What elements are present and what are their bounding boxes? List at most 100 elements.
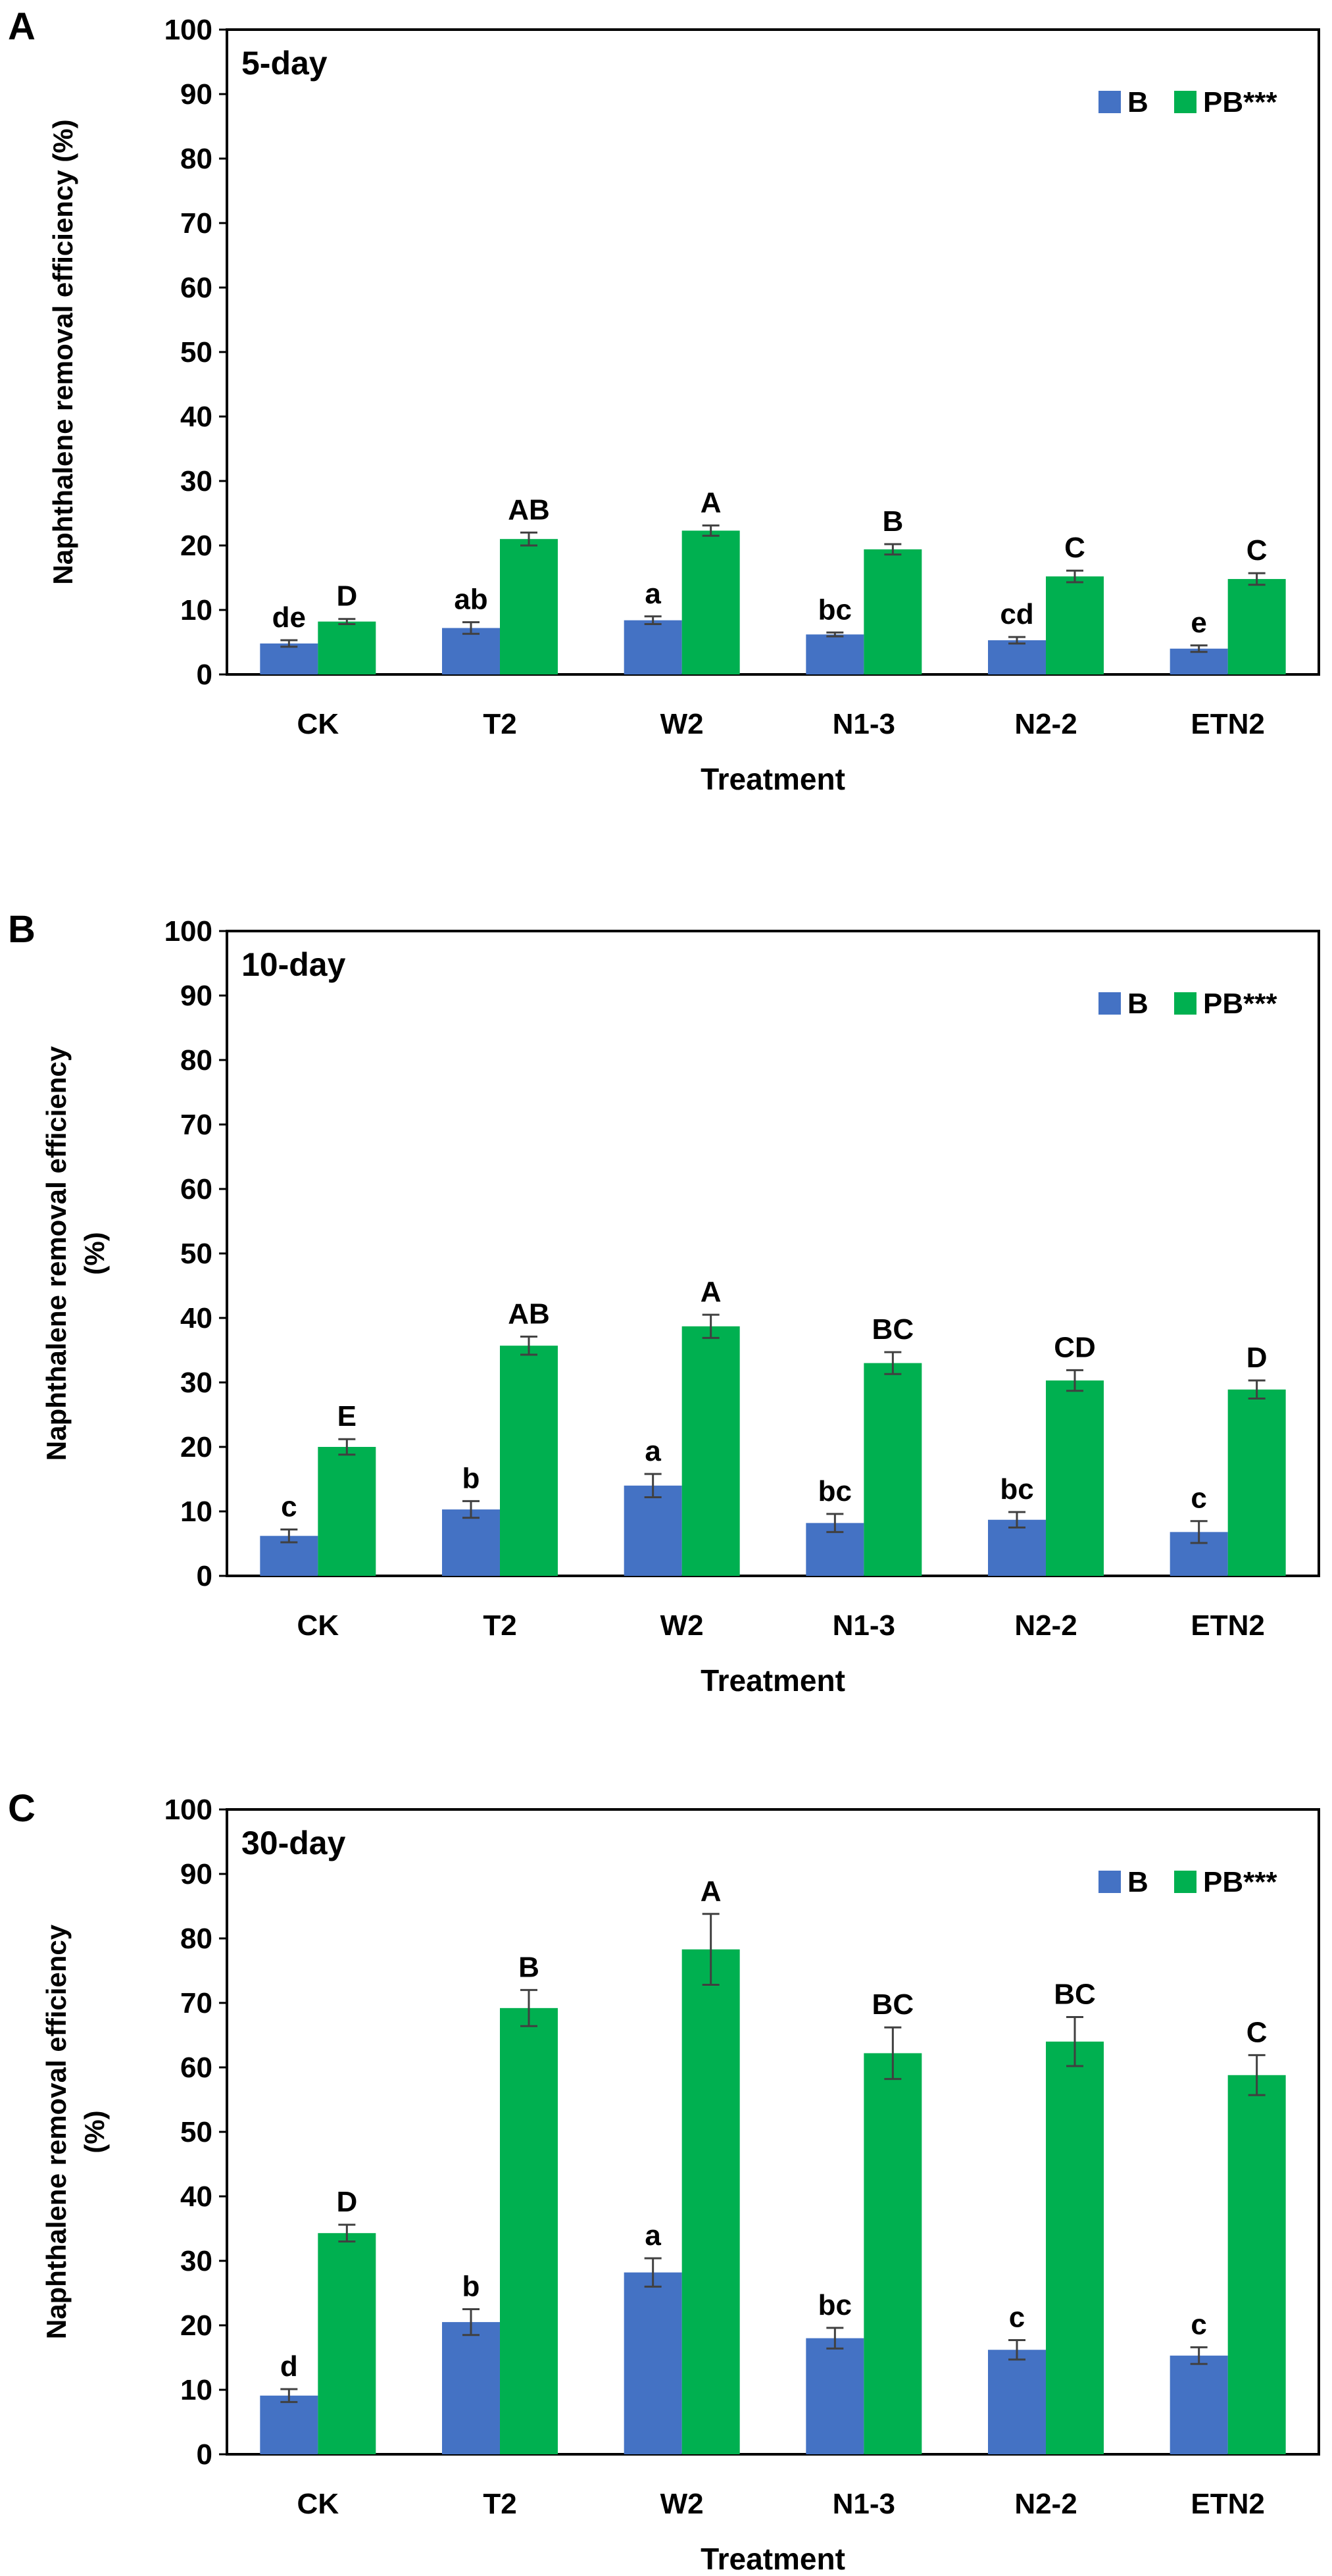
y-tick-label: 70 (180, 207, 212, 240)
legend-label-b: B (1127, 988, 1148, 1020)
y-tick-label: 0 (197, 2438, 212, 2471)
legend-swatch-pb (1174, 992, 1196, 1015)
bar-b-w2 (624, 2272, 682, 2454)
significance-label: bc (818, 2289, 852, 2321)
bar-pb-etn2 (1227, 2075, 1286, 2454)
bar-pb-ck (318, 2233, 376, 2454)
significance-label: BC (1054, 1979, 1096, 2011)
plot-frame (226, 930, 1320, 1577)
legend-label-b: B (1127, 86, 1148, 118)
x-axis-label: Treatment (701, 2542, 845, 2576)
y-tick-label: 70 (180, 1109, 212, 1141)
x-tick-label: ETN2 (1191, 708, 1264, 740)
y-axis-label: Naphthalene removal efficiency (41, 1924, 72, 2339)
bar-b-etn2 (1170, 2356, 1228, 2454)
significance-label: CD (1054, 1331, 1096, 1363)
y-tick-label: 100 (164, 915, 212, 947)
bar-pb-etn2 (1227, 578, 1286, 674)
x-axis-label: Treatment (701, 1663, 845, 1698)
significance-label: bc (818, 593, 852, 626)
significance-label: A (701, 1276, 722, 1308)
significance-label: E (337, 1400, 357, 1432)
panel-c-30-day: C 30-day 0 10 20 30 40 50 60 70 80 90 100 Naphthalene… (8, 1787, 1320, 2576)
significance-label: C (1246, 2016, 1268, 2048)
y-axis-label: (%) (79, 1232, 110, 1275)
bar-b-ck (260, 2395, 318, 2454)
plot-frame (226, 1808, 1320, 2456)
bar-b-n2-2 (988, 2350, 1046, 2454)
x-tick-label: N2-2 (1014, 2488, 1077, 2520)
significance-label: C (1246, 534, 1268, 567)
significance-label: b (462, 2271, 480, 2303)
bar-b-w2 (624, 620, 682, 674)
legend-swatch-pb (1174, 91, 1196, 113)
significance-label: b (462, 1462, 480, 1494)
y-tick-label: 50 (180, 336, 212, 368)
bar-pb-t2 (500, 2008, 558, 2454)
y-tick-label: 100 (164, 14, 212, 46)
y-tick-label: 10 (180, 2374, 212, 2406)
significance-label: c (1191, 2308, 1206, 2340)
bar-pb-t2 (500, 539, 558, 674)
legend-label-b: B (1127, 1866, 1148, 1898)
significance-label: A (701, 487, 722, 519)
y-tick-label: 20 (180, 2310, 212, 2342)
bar-pb-n1-3 (864, 549, 922, 674)
bar-b-t2 (442, 2322, 500, 2454)
y-tick-label: 30 (180, 465, 212, 497)
chart-title: 10-day (241, 946, 346, 983)
bar-pb-w2 (681, 1949, 740, 2454)
significance-label: B (518, 1951, 539, 1983)
bar-b-etn2 (1170, 648, 1228, 674)
legend-label-pb: PB*** (1203, 86, 1277, 118)
significance-label: BC (872, 1988, 914, 2021)
significance-label: B (882, 505, 903, 538)
x-tick-label: N1-3 (833, 708, 895, 740)
y-tick-label: 90 (180, 78, 212, 111)
y-tick-label: 30 (180, 1367, 212, 1399)
significance-label: c (281, 1490, 297, 1523)
bar-b-t2 (442, 1509, 500, 1576)
chart-title: 5-day (241, 45, 328, 82)
significance-label: c (1191, 1482, 1206, 1515)
x-tick-label: N2-2 (1014, 708, 1077, 740)
panel-a-5-day: A 5-day 0 10 20 30 40 50 60 70 80 90 100 Naphthalene … (8, 5, 1320, 796)
x-tick-label: ETN2 (1191, 2488, 1264, 2520)
y-tick-label: 90 (180, 1858, 212, 1890)
x-axis-label: Treatment (701, 762, 845, 796)
x-tick-label: ETN2 (1191, 1609, 1264, 1642)
y-tick-label: 80 (180, 143, 212, 175)
y-tick-label: 0 (197, 1560, 212, 1592)
significance-label: e (1191, 607, 1206, 639)
significance-label: a (645, 578, 661, 610)
bar-b-n2-2 (988, 640, 1046, 674)
x-tick-label: T2 (483, 1609, 516, 1642)
bar-pb-n1-3 (864, 2053, 922, 2454)
bar-pb-etn2 (1227, 1389, 1286, 1576)
x-tick-label: N2-2 (1014, 1609, 1077, 1642)
significance-label: bc (1000, 1473, 1033, 1505)
bar-pb-w2 (681, 530, 740, 674)
significance-label: a (645, 1435, 661, 1467)
significance-label: de (272, 601, 306, 634)
x-tick-label: W2 (660, 2488, 704, 2520)
y-tick-label: 10 (180, 594, 212, 626)
y-tick-label: 0 (197, 659, 212, 691)
y-tick-label: 60 (180, 1173, 212, 1205)
x-tick-label: W2 (660, 708, 704, 740)
significance-label: A (701, 1875, 722, 1907)
bar-pb-n2-2 (1046, 1380, 1104, 1576)
significance-label: cd (1000, 598, 1033, 630)
x-tick-label: N1-3 (833, 2488, 895, 2520)
legend-label-pb: PB*** (1203, 1866, 1277, 1898)
chart-title: 30-day (241, 1825, 346, 1861)
panel-letter: C (8, 1787, 36, 1830)
significance-label: a (645, 2219, 661, 2252)
significance-label: BC (872, 1313, 914, 1346)
y-tick-label: 40 (180, 401, 212, 433)
y-tick-label: 30 (180, 2245, 212, 2277)
y-tick-label: 40 (180, 1302, 212, 1334)
y-tick-label: 50 (180, 1238, 212, 1270)
x-tick-label: N1-3 (833, 1609, 895, 1642)
